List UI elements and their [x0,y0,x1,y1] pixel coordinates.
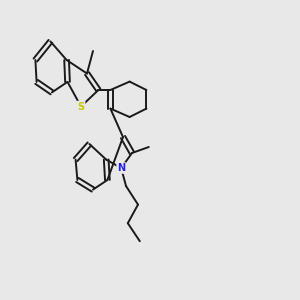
Text: S: S [77,101,85,112]
Text: N: N [117,163,125,173]
